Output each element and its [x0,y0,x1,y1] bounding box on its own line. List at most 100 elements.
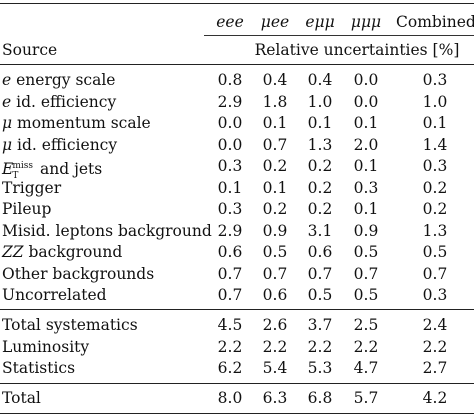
row-value: 1.0 [422,92,448,111]
row-value: 0.7 [422,264,448,283]
row-label: Statistics [2,359,76,377]
row-value: 0.7 [217,264,243,283]
table-bottom-rule [0,413,474,414]
row-value: 0.2 [262,200,288,218]
row-value: 0.7 [262,135,288,154]
row-value: 2.4 [422,316,448,334]
row-value: 0.3 [422,286,448,304]
row-value: 4.5 [217,316,243,334]
header-sub-rule [204,35,474,36]
row-label: Trigger [2,178,62,197]
total-rule [0,383,474,384]
row-value: 3.1 [307,221,333,240]
row-label: Uncorrelated [2,286,107,304]
row-value: 0.0 [217,114,243,132]
row-value: 1.8 [262,92,288,111]
row-value: 0.5 [353,243,379,261]
row-value: 0.1 [307,114,333,132]
row-label: e id. efficiency [2,92,117,111]
row-value: 0.7 [353,264,379,283]
row-value: 5.3 [307,359,333,377]
row-label: μ id. efficiency [2,135,118,154]
row-value: 2.2 [307,337,333,356]
row-label: ZZ background [2,243,123,261]
row-value: 1.3 [307,135,333,154]
row-label: μ momentum scale [2,114,151,132]
row-value: 0.3 [422,71,448,89]
row-value: 0.0 [353,71,379,89]
row-value: 0.8 [217,71,243,89]
row-value: 3.7 [307,316,333,334]
row-value: 0.0 [353,92,379,111]
row-value: 0.1 [217,178,243,197]
row-value: 0.3 [422,157,448,175]
row-value: 0.7 [217,286,243,304]
row-value: 0.6 [217,243,243,261]
row-value: 2.9 [217,221,243,240]
row-value: 8.0 [217,389,243,407]
table-top-rule [0,3,474,4]
row-label: e energy scale [2,71,116,89]
row-value: 0.5 [307,286,333,304]
row-value: 2.5 [353,316,379,334]
row-value: 0.5 [422,243,448,261]
row-value: 0.3 [353,178,379,197]
row-value: 0.2 [262,157,288,175]
row-value: 4.7 [353,359,379,377]
row-value: 1.0 [307,92,333,111]
row-value: 0.5 [353,286,379,304]
row-value: 5.4 [262,359,288,377]
row-value: 0.9 [353,221,379,240]
col-header-combined: Combined [396,13,474,31]
col-header-muee: μee [260,13,290,31]
row-value: 0.1 [353,114,379,132]
row-value: 2.9 [217,92,243,111]
row-value: 0.2 [422,178,448,197]
row-value: 2.0 [353,135,379,154]
row-value: 0.2 [307,157,333,175]
col-header-emumu: eμμ [305,13,335,31]
row-value: 0.2 [422,200,448,218]
row-value: 2.2 [422,337,448,356]
row-value: 2.6 [262,316,288,334]
row-value: 5.7 [353,389,379,407]
source-header: Source [2,41,58,59]
row-label: Pileup [2,200,52,218]
row-value: 0.2 [307,178,333,197]
row-value: 0.1 [262,178,288,197]
row-value: 0.3 [217,200,243,218]
row-value: 1.4 [422,135,448,154]
row-value: 2.2 [262,337,288,356]
row-value: 0.6 [262,286,288,304]
row-value: 2.7 [422,359,448,377]
row-label: Misid. leptons background [2,221,212,240]
row-value: 2.2 [217,337,243,356]
row-value: 0.7 [262,264,288,283]
row-value: 0.1 [353,157,379,175]
row-label: Total [2,389,41,407]
row-label: Total systematics [2,316,138,334]
row-value: 0.4 [262,71,288,89]
row-value: 0.1 [353,200,379,218]
row-label: ETmiss and jets [2,160,103,182]
row-value: 6.2 [217,359,243,377]
row-value: 0.1 [262,114,288,132]
systematics-rule [0,309,474,310]
row-value: 2.2 [353,337,379,356]
row-value: 6.8 [307,389,333,407]
row-label: Luminosity [2,337,90,356]
row-value: 0.4 [307,71,333,89]
row-value: 0.1 [422,114,448,132]
row-value: 4.2 [422,389,448,407]
row-value: 0.9 [262,221,288,240]
row-value: 0.2 [307,200,333,218]
relative-uncertainties-header: Relative uncertainties [%] [254,41,460,59]
row-label: Other backgrounds [2,264,155,283]
row-value: 0.6 [307,243,333,261]
row-value: 0.3 [217,157,243,175]
col-header-eee: eee [216,13,244,31]
header-bottom-rule [0,64,474,65]
row-value: 6.3 [262,389,288,407]
row-value: 1.3 [422,221,448,240]
